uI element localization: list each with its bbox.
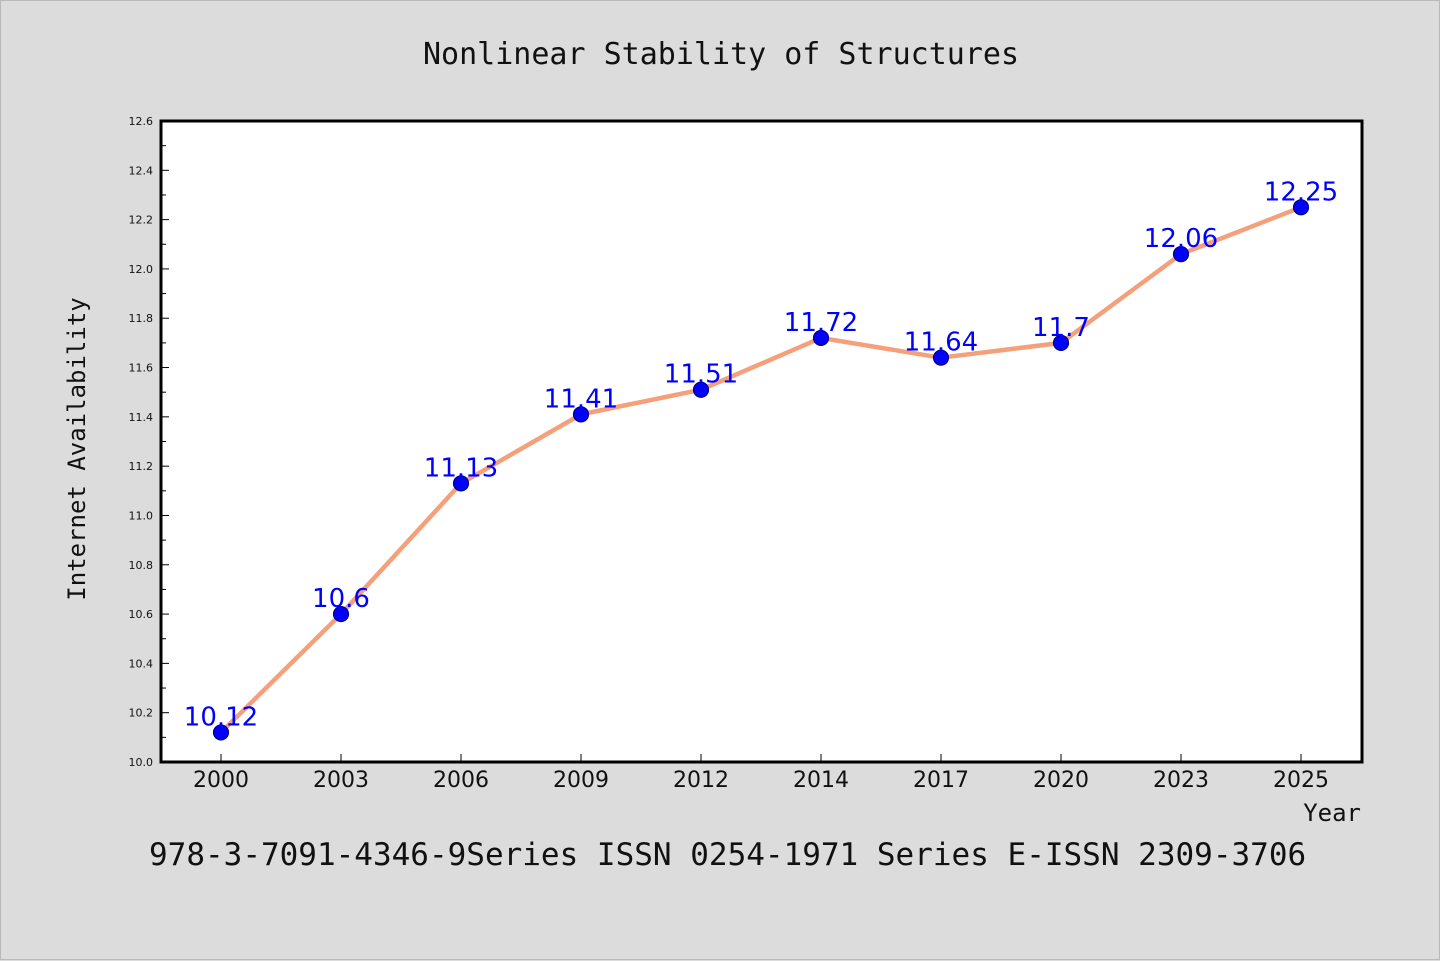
data-label: 10.6 [312, 584, 370, 614]
data-point [212, 724, 230, 741]
chart-title: Nonlinear Stability of Structures [423, 37, 1019, 72]
data-label: 11.13 [424, 453, 498, 483]
y-axis-label: Internet Availability [63, 297, 91, 600]
y-tick-label: 10.4 [129, 657, 154, 670]
data-label: 11.51 [664, 360, 738, 390]
y-tick-label: 10.0 [129, 756, 154, 769]
series-group [212, 199, 1310, 741]
x-tick-label: 2006 [433, 768, 489, 793]
data-point [812, 329, 830, 347]
x-tick-label: 2000 [193, 768, 249, 793]
data-point [692, 381, 710, 398]
y-tick-label: 10.8 [129, 559, 154, 572]
data-label: 11.64 [904, 328, 978, 358]
y-tick-label: 11.0 [129, 509, 154, 522]
x-tick-label: 2003 [313, 768, 369, 793]
data-label: 12.25 [1264, 177, 1338, 207]
x-tick-label: 2009 [553, 768, 609, 793]
y-tick-label: 12.0 [129, 263, 154, 276]
data-point [452, 475, 470, 492]
data-point [332, 605, 350, 623]
data-label: 10.12 [184, 702, 258, 732]
x-tick-label: 2017 [913, 768, 969, 793]
data-point [572, 406, 590, 423]
x-axis-ticks: 2000 2003 2006 2009 2012 2014 2017 2020 2023 2025 [193, 754, 1329, 793]
x-tick-label: 2025 [1273, 768, 1329, 793]
x-tick-label: 2012 [673, 768, 729, 793]
plot-border [159, 119, 1364, 764]
y-tick-label: 12.6 [129, 115, 154, 128]
y-axis-ticks: 10.0 10.2 10.4 10.6 10.8 11.0 11.2 11.4 11.6 11.8… [129, 115, 169, 769]
y-tick-label: 10.2 [129, 707, 154, 720]
footer-isbn-issn: 978-3-7091-4346-9Series ISSN 0254-1971 S… [149, 837, 1306, 873]
y-tick-label: 12.4 [129, 164, 154, 177]
data-label: 11.72 [784, 308, 858, 338]
y-tick-label: 11.2 [129, 460, 154, 473]
y-tick-label: 11.8 [129, 312, 154, 325]
x-axis-label: Year [1303, 799, 1361, 827]
series-line [218, 205, 1304, 735]
data-point [1172, 246, 1190, 263]
data-label: 11.7 [1032, 313, 1090, 343]
data-label: 11.41 [544, 384, 618, 414]
y-tick-label: 12.2 [129, 214, 154, 227]
data-point [932, 349, 950, 366]
x-tick-label: 2023 [1153, 768, 1209, 793]
data-label: 12.06 [1144, 224, 1218, 254]
data-point [1052, 334, 1070, 351]
y-tick-label: 11.6 [129, 362, 154, 375]
x-tick-label: 2014 [793, 768, 849, 793]
y-tick-label: 10.6 [129, 608, 154, 621]
x-tick-label: 2020 [1033, 768, 1089, 793]
plot-area [161, 121, 1362, 762]
y-tick-label: 11.4 [129, 411, 154, 424]
data-labels: 10.12 10.6 11.13 11.41 11.51 11.72 11.64 11.7 12… [184, 177, 1338, 732]
data-point [1292, 199, 1310, 216]
